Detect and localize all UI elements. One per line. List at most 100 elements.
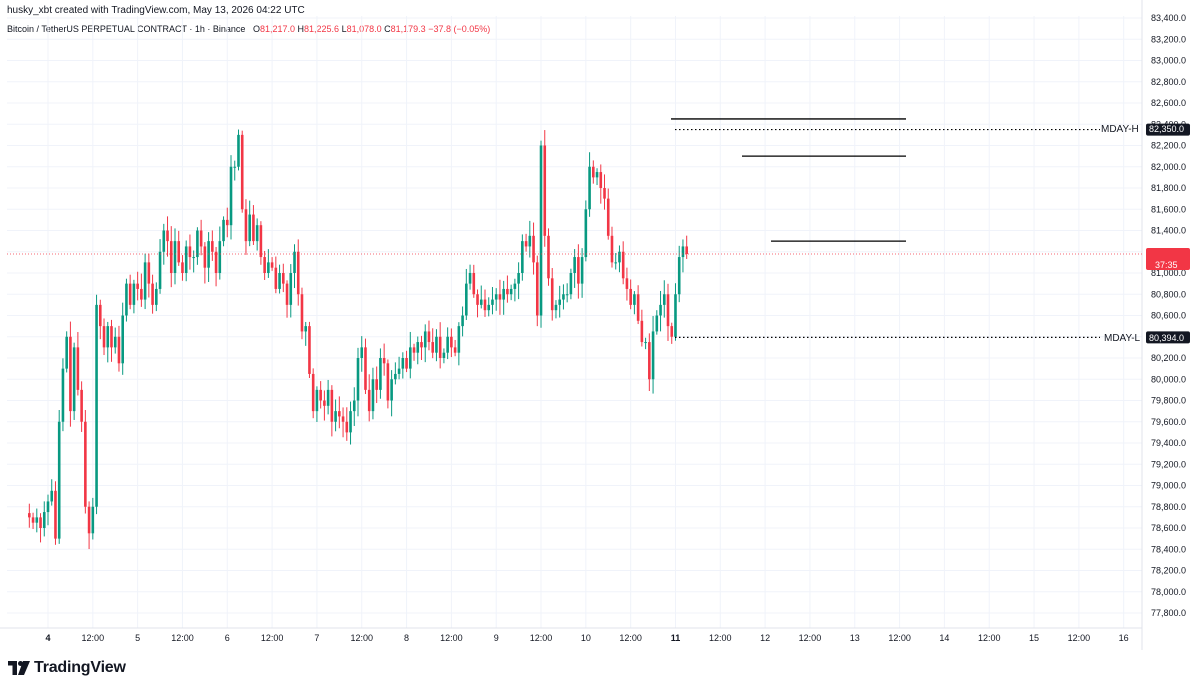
candle	[416, 336, 420, 365]
candle-body	[580, 257, 584, 284]
candle-body	[621, 251, 625, 279]
candle-body	[61, 368, 65, 422]
candle-body	[375, 379, 378, 390]
candle-body	[450, 336, 453, 348]
candle-body	[106, 326, 110, 348]
candle	[196, 227, 199, 265]
price-axis-tick-label: 81,600.0	[1151, 204, 1186, 214]
candle-body	[125, 283, 128, 316]
candle	[364, 338, 367, 395]
candle-body	[427, 331, 431, 343]
low-label: L	[341, 24, 347, 34]
time-axis-tick-label: 5	[135, 633, 140, 643]
candle-body	[625, 278, 629, 289]
candle	[255, 218, 259, 251]
time-axis-tick-label: 12:00	[888, 633, 911, 643]
price-axis-tick-label: 82,600.0	[1151, 98, 1186, 108]
candle-body	[207, 241, 210, 268]
candle-body	[50, 490, 54, 502]
time-axis-tick-label: 12	[760, 633, 770, 643]
candle	[87, 501, 91, 550]
time-axis[interactable]: 4 12:00 5 12:00 6 12:00 7 12:00 8 12:00 9 12:00 10 12…	[45, 633, 1128, 643]
price-axis-tick-label: 80,600.0	[1151, 311, 1186, 321]
candle	[341, 407, 345, 438]
candle-body	[483, 299, 487, 311]
candle-body	[338, 411, 341, 417]
price-axis[interactable]: 77,800.0 78,000.0 78,200.0 78,400.0 78,600.0…	[1151, 13, 1186, 618]
candle	[57, 409, 61, 544]
candle	[506, 275, 509, 303]
candle-body	[573, 257, 576, 273]
candle-body	[659, 304, 662, 316]
time-axis-tick-label: 12:00	[350, 633, 373, 643]
price-axis-tick-label: 80,200.0	[1151, 353, 1186, 363]
candle-body	[599, 172, 603, 188]
candle	[69, 321, 72, 427]
candle-body	[532, 235, 535, 263]
candle	[166, 216, 169, 257]
candle	[46, 494, 50, 526]
candle	[479, 285, 483, 309]
candle-body	[569, 273, 573, 295]
candle	[311, 368, 315, 419]
candle-body	[662, 294, 666, 305]
candle	[345, 407, 349, 441]
candle	[240, 130, 244, 213]
candle	[91, 497, 95, 540]
candle-body	[181, 262, 184, 273]
candle-body	[401, 358, 405, 369]
candle-body	[408, 347, 412, 369]
candle-body	[367, 389, 371, 412]
price-axis-tick-label: 78,000.0	[1151, 587, 1186, 597]
candle-body	[155, 288, 158, 305]
candle-body	[184, 246, 188, 273]
candle	[457, 322, 461, 366]
candle-body	[136, 283, 139, 289]
candle	[498, 279, 502, 315]
candle-body	[677, 257, 681, 295]
candle-body	[640, 320, 644, 343]
candle	[352, 387, 356, 426]
candle-body	[218, 241, 222, 273]
candle	[110, 319, 113, 362]
candle-body	[535, 262, 539, 316]
candle	[431, 328, 435, 359]
candle-body	[554, 304, 558, 311]
price-axis-tick-label: 78,600.0	[1151, 523, 1186, 533]
candle	[203, 242, 207, 284]
candle	[308, 321, 311, 378]
candle	[136, 271, 139, 301]
candle-body	[453, 347, 457, 353]
candle	[550, 268, 554, 321]
candle-body	[379, 358, 382, 390]
time-axis-tick-label: 12:00	[171, 633, 194, 643]
candle	[446, 327, 449, 360]
candle-body	[76, 347, 80, 390]
candle-body	[491, 299, 494, 305]
candle	[390, 370, 393, 417]
candle	[655, 310, 659, 335]
candle-body	[140, 288, 143, 300]
candle	[386, 359, 390, 409]
candle	[401, 352, 405, 379]
candle	[225, 207, 229, 238]
candle-body	[91, 506, 95, 534]
candle	[539, 140, 543, 328]
candle-body	[69, 336, 72, 412]
candle	[113, 327, 117, 354]
candle	[181, 255, 184, 281]
candle	[651, 315, 655, 394]
candle	[300, 287, 304, 340]
bar-countdown: 37:35	[1155, 260, 1178, 270]
candle	[606, 188, 610, 240]
candle-body	[618, 251, 621, 263]
candle-body	[117, 336, 121, 364]
mday-low-label: MDAY-L	[1104, 333, 1141, 344]
candle-body	[98, 304, 102, 327]
candle	[509, 284, 513, 301]
price-axis-tick-label: 79,000.0	[1151, 481, 1186, 491]
time-axis-tick-label: 13	[850, 633, 860, 643]
time-axis-tick-label: 11	[671, 633, 681, 643]
candle	[315, 386, 319, 422]
